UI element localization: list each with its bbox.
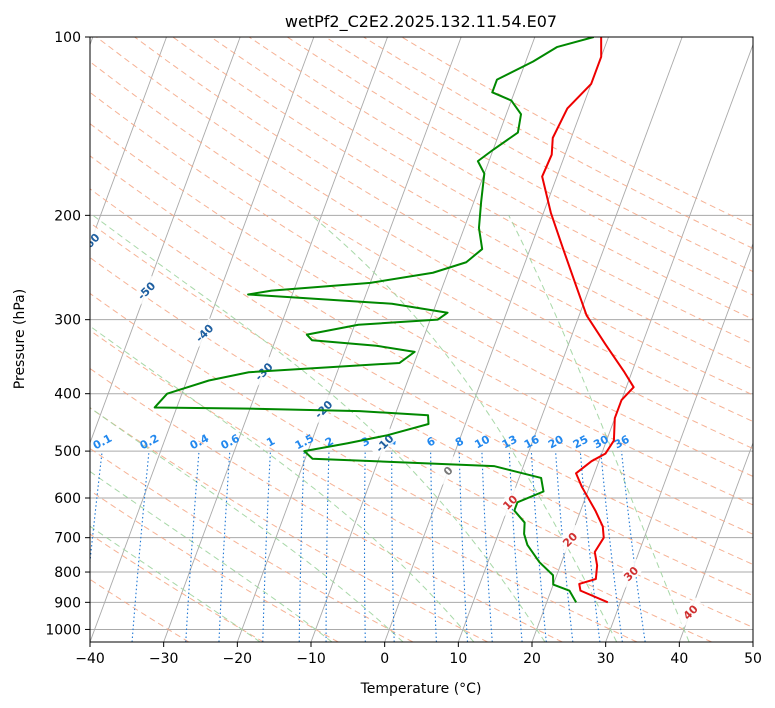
mixing-ratio-line bbox=[600, 451, 623, 642]
y-tick-label: 100 bbox=[54, 30, 81, 46]
dry-adiabat bbox=[90, 222, 753, 597]
dry-adiabat bbox=[286, 37, 753, 296]
y-tick-label: 700 bbox=[54, 531, 81, 547]
mixing-ratio-line bbox=[555, 451, 574, 642]
background-lines bbox=[90, 37, 753, 642]
dry-adiabat bbox=[90, 256, 753, 628]
moist-adiabat bbox=[90, 325, 475, 642]
moist-adiabat bbox=[90, 470, 333, 642]
mixing-ratio-label: 25 bbox=[571, 433, 591, 452]
mixing-ratio-label: 36 bbox=[612, 433, 632, 452]
mixing-ratio-line bbox=[620, 451, 646, 642]
y-tick-label: 500 bbox=[54, 444, 81, 460]
y-tick-label: 400 bbox=[54, 387, 81, 403]
mixing-ratio-line bbox=[579, 451, 601, 642]
temperature-line bbox=[541, 37, 635, 604]
y-tick-label: 200 bbox=[54, 208, 81, 224]
x-tick-label: 50 bbox=[744, 651, 762, 667]
plot-area bbox=[90, 37, 753, 642]
isotherm-line bbox=[457, 37, 683, 642]
isotherm-line bbox=[678, 441, 753, 642]
mixing-ratio-label: 13 bbox=[500, 433, 520, 452]
dry-adiabat bbox=[90, 367, 563, 642]
x-tick-label: 30 bbox=[597, 651, 615, 667]
moist-adiabat bbox=[92, 214, 546, 642]
y-tick-label: 800 bbox=[54, 565, 81, 581]
dry-adiabat bbox=[90, 123, 753, 506]
isotherm-label-bg bbox=[433, 456, 463, 486]
isotherm-line bbox=[605, 242, 753, 642]
y-tick-label: 900 bbox=[54, 595, 81, 611]
isotherm-label-bg bbox=[555, 524, 585, 554]
mixing-ratio-label: 10 bbox=[472, 433, 492, 452]
sounding-series bbox=[153, 37, 635, 604]
mixing-ratio-line bbox=[90, 451, 103, 567]
isotherm-label-bg bbox=[675, 597, 705, 627]
dry-adiabat bbox=[90, 407, 488, 642]
x-tick-label: −40 bbox=[75, 651, 105, 667]
mixing-ratio-label: 20 bbox=[546, 433, 566, 452]
y-tick-label: 1000 bbox=[45, 622, 81, 638]
y-tick-label: 300 bbox=[54, 313, 81, 329]
y-axis-title: Pressure (hPa) bbox=[12, 289, 28, 389]
chart-title: wetPf2_C2E2.2025.132.11.54.E07 bbox=[285, 12, 557, 32]
dry-adiabat bbox=[96, 37, 753, 422]
dry-adiabat bbox=[90, 188, 753, 565]
dry-adiabat bbox=[134, 37, 753, 396]
mixing-ratio-label: 16 bbox=[522, 433, 542, 452]
dry-adiabat bbox=[248, 37, 753, 320]
x-tick-label: −20 bbox=[223, 651, 253, 667]
axis-ticks: −40 −30 −20 −10 0 10 20 30 40 50 100 200 300 400 500 60… bbox=[45, 30, 762, 667]
isotherm-label-bg bbox=[308, 394, 338, 424]
isotherm-line bbox=[90, 37, 167, 246]
isotherm-label-bg bbox=[369, 428, 399, 458]
y-tick-label: 600 bbox=[54, 491, 81, 507]
isotherm-label-bg bbox=[495, 487, 525, 517]
moist-adiabat bbox=[90, 525, 261, 642]
dry-adiabat bbox=[90, 292, 712, 642]
isotherm-line bbox=[90, 37, 241, 445]
x-tick-label: 40 bbox=[670, 651, 688, 667]
mixing-ratio-label: 30 bbox=[591, 433, 611, 452]
dry-adiabat bbox=[90, 533, 264, 642]
moist-adiabat bbox=[508, 215, 690, 642]
x-tick-label: −30 bbox=[149, 651, 179, 667]
dry-adiabat bbox=[90, 489, 339, 642]
plot-frame bbox=[89, 36, 754, 643]
moist-adiabat bbox=[90, 407, 404, 642]
isotherm-line bbox=[236, 37, 462, 642]
mixing-ratio-line bbox=[131, 451, 150, 642]
x-tick-label: 10 bbox=[449, 651, 467, 667]
isotherm-line bbox=[384, 37, 609, 642]
x-tick-label: 20 bbox=[523, 651, 541, 667]
dewpoint-line bbox=[153, 37, 595, 603]
x-axis-title: Temperature (°C) bbox=[360, 681, 482, 697]
x-tick-label: −10 bbox=[296, 651, 326, 667]
isotherm-label-bg bbox=[616, 558, 646, 588]
isotherm-label-bg bbox=[131, 275, 161, 305]
isotherm-label-bg bbox=[189, 318, 219, 348]
isotherm-line bbox=[310, 37, 536, 642]
isotherm-line bbox=[163, 37, 388, 642]
dry-adiabat bbox=[90, 155, 753, 535]
x-tick-label: 0 bbox=[380, 651, 389, 667]
